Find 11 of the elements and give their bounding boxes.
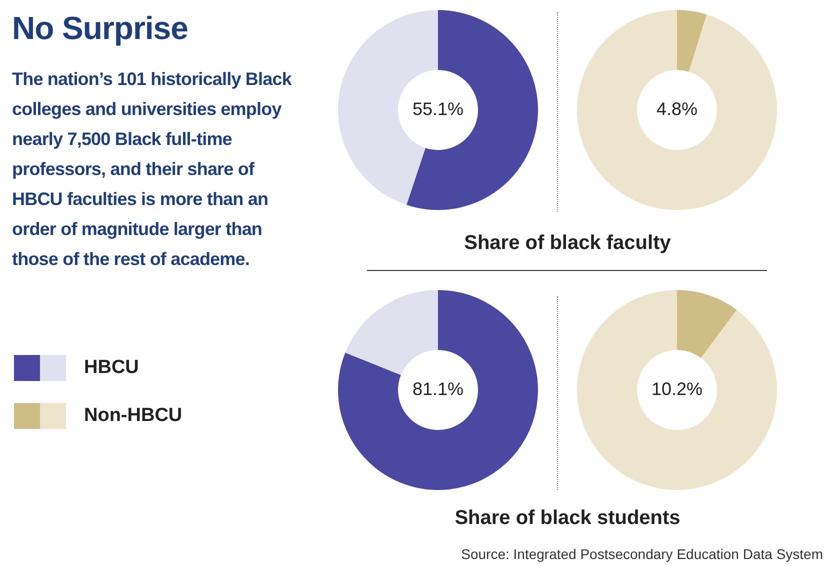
text: Share of black faculty bbox=[463, 232, 672, 255]
legend-label: Non-HBCU bbox=[84, 405, 182, 427]
data-label: 10.2% bbox=[651, 378, 703, 399]
data-label: 55.1% bbox=[412, 98, 464, 119]
text: The nation’s 101 historically Black colleges and universities employ nearly 7,500 Black full-time professors, and their share of HBCU faculties is more than an order of magnitude larger than those of the rest of academe. bbox=[12, 68, 293, 271]
data-label: 4.8% bbox=[656, 98, 698, 119]
source-note: Source: Integrated Postsecondary Education Data System bbox=[461, 546, 823, 562]
data-label: 81.1% bbox=[412, 378, 464, 399]
text: No Surprise bbox=[12, 10, 188, 47]
text: Share of black students bbox=[454, 507, 682, 530]
legend-label: HBCU bbox=[84, 357, 139, 379]
